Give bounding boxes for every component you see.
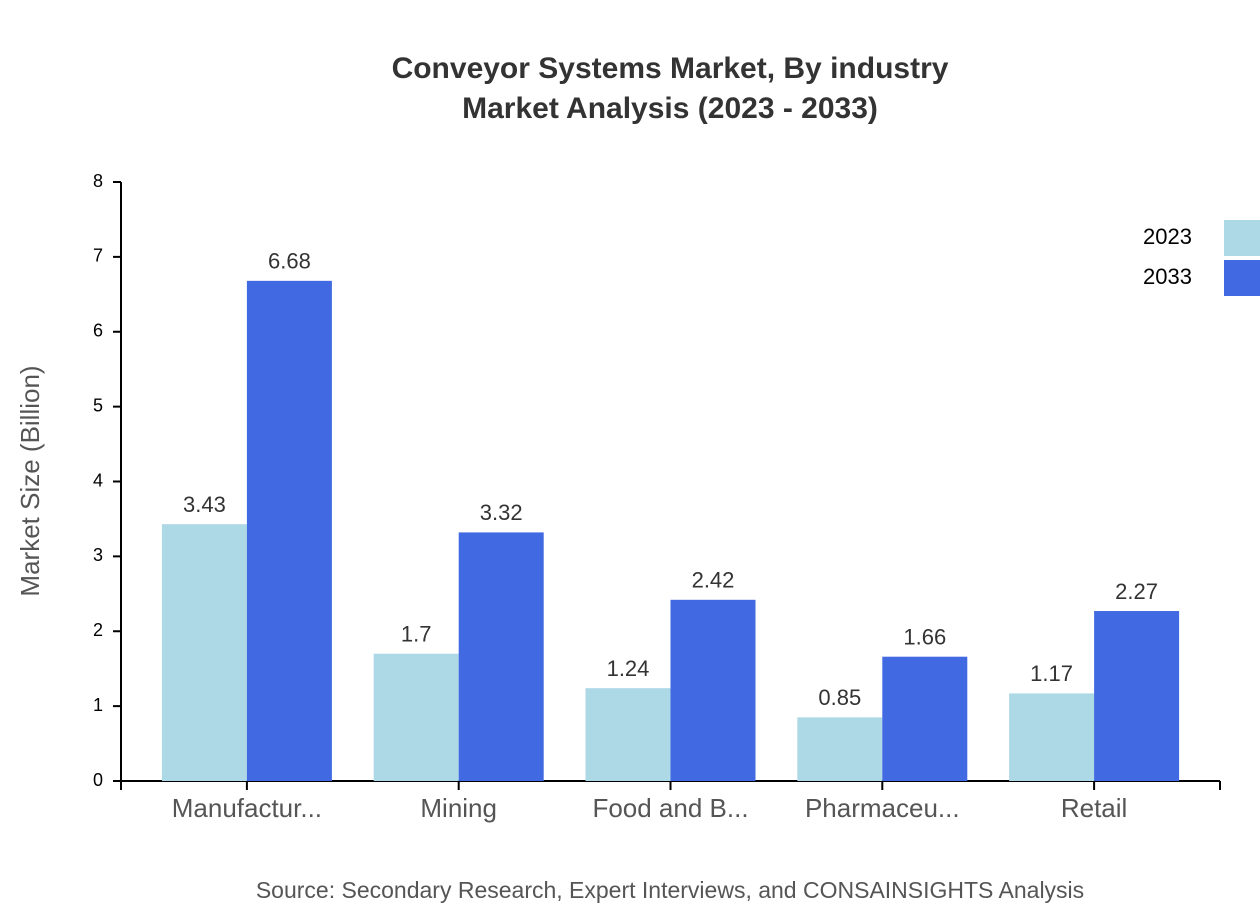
bar <box>670 599 756 781</box>
chart-subtitle: Market Analysis (2023 - 2033) <box>462 92 878 125</box>
data-label: 2.42 <box>692 568 735 593</box>
y-tick-label: 2 <box>93 620 103 640</box>
data-label: 1.7 <box>401 622 432 647</box>
source-note: Source: Secondary Research, Expert Inter… <box>256 877 1084 903</box>
y-tick-label: 1 <box>93 695 103 715</box>
data-label: 1.66 <box>903 625 946 650</box>
bar <box>1094 611 1180 781</box>
bar <box>1009 693 1095 781</box>
bar <box>797 717 883 781</box>
y-tick-label: 5 <box>93 395 103 415</box>
data-label: 2.27 <box>1115 579 1158 604</box>
bar <box>246 280 332 781</box>
y-axis-label: Market Size (Billion) <box>15 365 45 596</box>
bar <box>373 653 459 781</box>
x-tick-label: Food and B... <box>592 793 748 823</box>
legend-label: 2023 <box>1143 224 1192 249</box>
x-tick-label: Mining <box>420 793 497 823</box>
data-label: 3.32 <box>480 500 523 525</box>
bar <box>882 656 968 781</box>
x-tick-label: Retail <box>1061 793 1127 823</box>
data-label: 3.43 <box>183 492 226 517</box>
x-tick-label: Manufactur... <box>172 793 322 823</box>
y-tick-label: 7 <box>93 246 103 266</box>
data-label: 0.85 <box>818 685 861 710</box>
legend-label: 2033 <box>1143 264 1192 289</box>
data-label: 1.24 <box>607 656 650 681</box>
y-tick-label: 0 <box>93 770 103 790</box>
legend-swatch <box>1224 220 1260 256</box>
y-tick-label: 8 <box>93 171 103 191</box>
x-tick-label: Pharmaceu... <box>805 793 960 823</box>
bar <box>458 532 544 781</box>
y-tick-label: 4 <box>93 470 103 490</box>
bar <box>161 524 247 781</box>
y-tick-label: 6 <box>93 321 103 341</box>
y-tick-label: 3 <box>93 545 103 565</box>
data-label: 6.68 <box>268 249 311 274</box>
data-label: 1.17 <box>1030 661 1073 686</box>
bar <box>585 688 671 781</box>
chart-title: Conveyor Systems Market, By industry <box>392 52 949 85</box>
legend-swatch <box>1224 260 1260 296</box>
